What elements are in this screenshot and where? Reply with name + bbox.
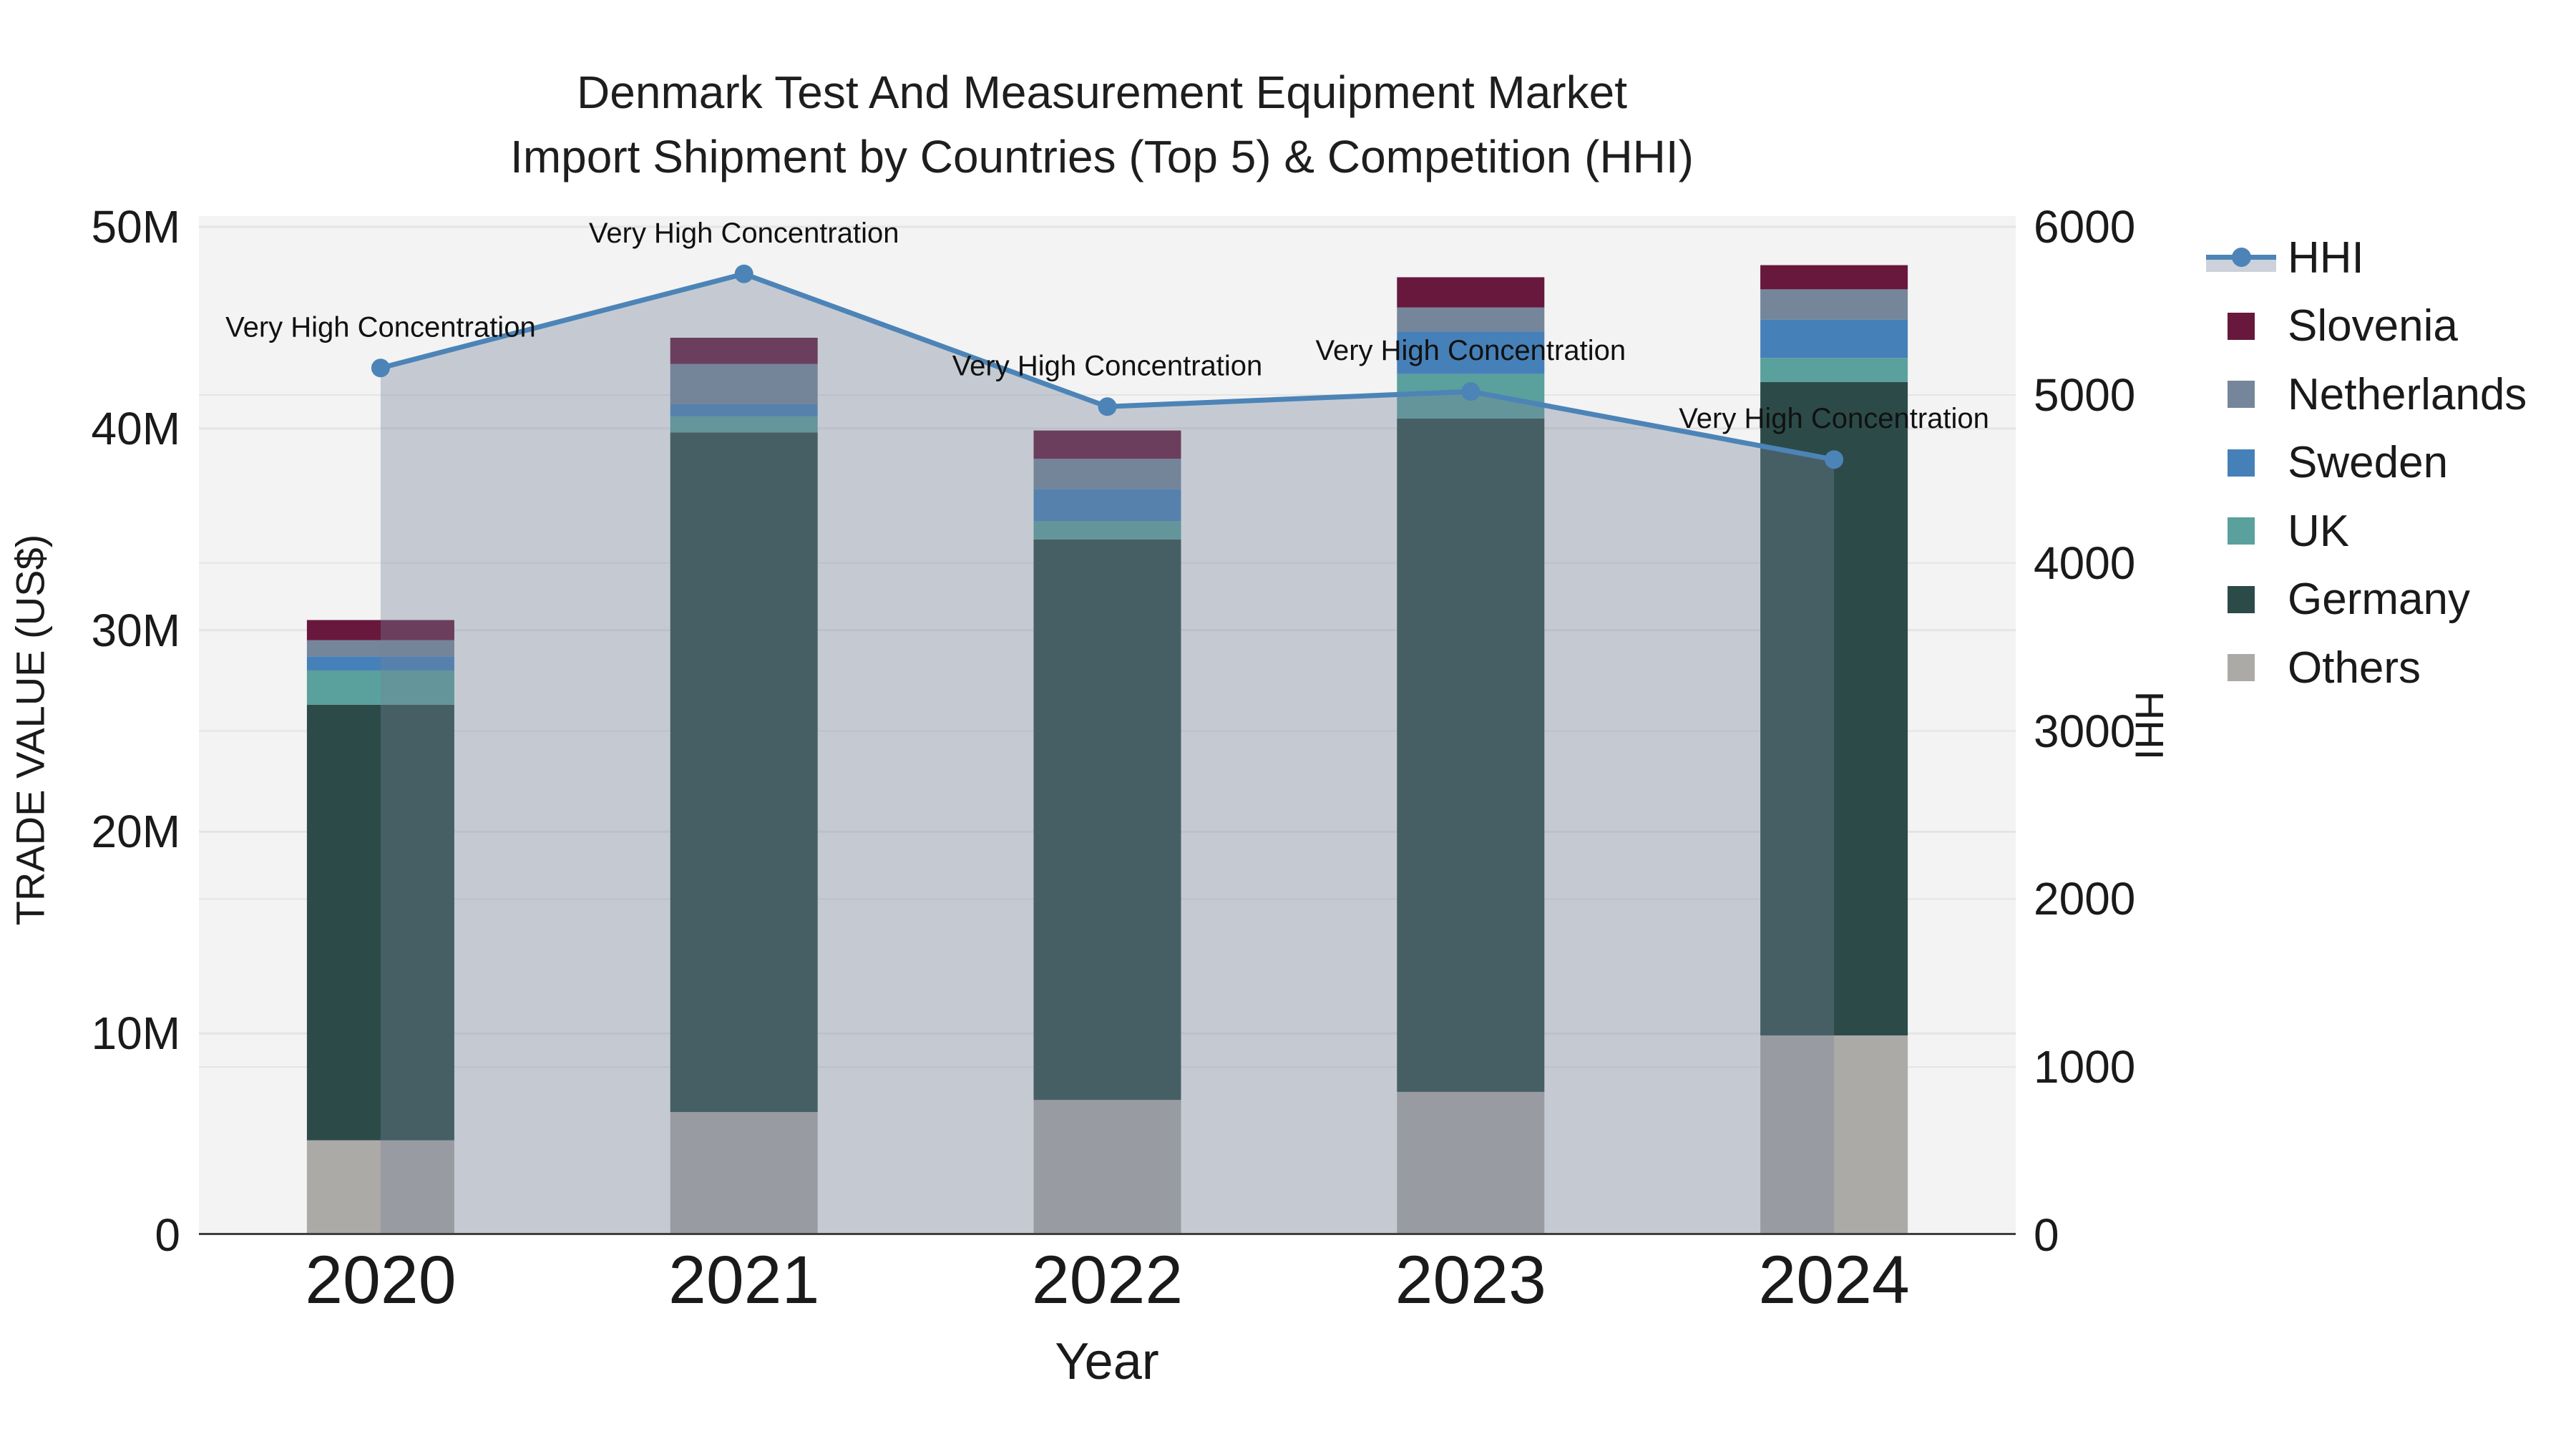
left-tick-30M: 30M: [91, 604, 181, 656]
bar-segment-netherlands-2024[interactable]: [1760, 289, 1908, 320]
legend-swatch-icon: [2228, 449, 2255, 477]
x-tick-2024: 2024: [1758, 1242, 1910, 1318]
chart-title-line2: Import Shipment by Countries (Top 5) & C…: [510, 131, 1694, 182]
legend-swatch-icon: [2228, 585, 2255, 613]
bar-segment-sweden-2021[interactable]: [670, 404, 818, 416]
annotation-2023: Very High Concentration: [1316, 335, 1626, 366]
legend-label: Germany: [2288, 575, 2470, 624]
left-tick-20M: 20M: [91, 806, 181, 858]
bar-segment-germany-2023[interactable]: [1397, 418, 1545, 1092]
bar-segment-uk-2024[interactable]: [1760, 358, 1908, 382]
bar-segment-netherlands-2023[interactable]: [1397, 307, 1545, 332]
x-tick-2021: 2021: [668, 1242, 820, 1318]
legend-swatch-icon: [2228, 312, 2255, 340]
right-tick-3000: 3000: [2034, 705, 2136, 757]
bar-segment-uk-2021[interactable]: [670, 416, 818, 433]
legend-label: Netherlands: [2288, 369, 2527, 419]
chart-svg: Very High Concentration Very High Concent…: [199, 218, 2016, 1235]
legend-label: UK: [2288, 506, 2350, 556]
legend-label: Sweden: [2288, 438, 2449, 487]
bar-segment-sweden-2022[interactable]: [1033, 489, 1181, 522]
bar-segment-germany-2024[interactable]: [1760, 381, 1908, 1036]
left-tick-50M: 50M: [91, 201, 181, 253]
legend-item-hhi[interactable]: HHI: [2206, 229, 2364, 286]
right-tick-6000: 6000: [2034, 201, 2136, 253]
hhi-marker-2024[interactable]: [1825, 450, 1844, 469]
x-tick-2022: 2022: [1031, 1242, 1184, 1318]
bar-segment-others-2022[interactable]: [1033, 1100, 1181, 1235]
legend-item-germany[interactable]: Germany: [2206, 571, 2470, 628]
legend-swatch-icon: [2228, 517, 2255, 545]
hhi-line-swatch-icon: [2206, 242, 2276, 273]
left-axis-title: TRADE VALUE (US$): [7, 534, 53, 926]
annotation-2024: Very High Concentration: [1679, 403, 1989, 434]
bar-segment-netherlands-2020[interactable]: [306, 640, 454, 657]
bar-segment-germany-2020[interactable]: [306, 704, 454, 1141]
right-tick-0: 0: [2034, 1209, 2059, 1261]
bar-segment-others-2020[interactable]: [306, 1140, 454, 1235]
hhi-marker-2020[interactable]: [371, 358, 390, 378]
right-tick-5000: 5000: [2034, 369, 2136, 421]
legend-label: HHI: [2288, 233, 2364, 283]
left-tick-10M: 10M: [91, 1008, 181, 1060]
legend-swatch-icon: [2228, 654, 2255, 681]
plot-area: Very High Concentration Very High Concent…: [199, 216, 2016, 1235]
bar-segment-germany-2021[interactable]: [670, 432, 818, 1113]
legend-item-netherlands[interactable]: Netherlands: [2206, 366, 2527, 423]
hhi-area-fill: [380, 273, 1835, 1235]
legend-item-uk[interactable]: UK: [2206, 502, 2349, 560]
chart-title-line1: Denmark Test And Measurement Equipment M…: [577, 67, 1627, 118]
x-axis-title: Year: [1055, 1333, 1159, 1390]
right-tick-2000: 2000: [2034, 873, 2136, 925]
bar-segment-others-2021[interactable]: [670, 1112, 818, 1235]
bar-segment-slovenia-2020[interactable]: [306, 620, 454, 640]
legend-item-others[interactable]: Others: [2206, 639, 2421, 696]
hhi-marker-2023[interactable]: [1461, 382, 1480, 401]
legend-item-slovenia[interactable]: Slovenia: [2206, 298, 2458, 355]
bar-segment-uk-2022[interactable]: [1033, 521, 1181, 540]
annotation-2020: Very High Concentration: [225, 311, 536, 343]
left-tick-40M: 40M: [91, 402, 181, 454]
bar-segment-germany-2022[interactable]: [1033, 539, 1181, 1101]
bar-segment-others-2023[interactable]: [1397, 1091, 1545, 1235]
bar-segment-slovenia-2024[interactable]: [1760, 265, 1908, 290]
legend-label: Slovenia: [2288, 301, 2458, 351]
hhi-marker-2022[interactable]: [1098, 397, 1117, 416]
legend-label: Others: [2288, 643, 2421, 693]
bar-segment-slovenia-2021[interactable]: [670, 337, 818, 364]
x-tick-2020: 2020: [305, 1242, 457, 1318]
annotation-2022: Very High Concentration: [952, 350, 1263, 381]
right-tick-4000: 4000: [2034, 537, 2136, 589]
bar-segment-slovenia-2022[interactable]: [1033, 430, 1181, 459]
bar-segment-netherlands-2021[interactable]: [670, 364, 818, 404]
bar-segment-sweden-2024[interactable]: [1760, 319, 1908, 358]
hhi-marker-2021[interactable]: [734, 264, 753, 283]
legend-item-sweden[interactable]: Sweden: [2206, 434, 2448, 492]
bar-segment-sweden-2020[interactable]: [306, 656, 454, 670]
bar-segment-sweden-2023[interactable]: [1397, 331, 1545, 374]
annotation-2021: Very High Concentration: [589, 218, 899, 249]
bar-segment-slovenia-2023[interactable]: [1397, 277, 1545, 308]
bar-segment-others-2024[interactable]: [1760, 1035, 1908, 1235]
x-tick-2023: 2023: [1395, 1242, 1546, 1318]
right-tick-1000: 1000: [2034, 1041, 2136, 1093]
bar-segment-uk-2020[interactable]: [306, 670, 454, 705]
legend-swatch-icon: [2228, 381, 2255, 408]
bar-segment-netherlands-2022[interactable]: [1033, 459, 1181, 489]
left-tick-0: 0: [155, 1209, 180, 1261]
